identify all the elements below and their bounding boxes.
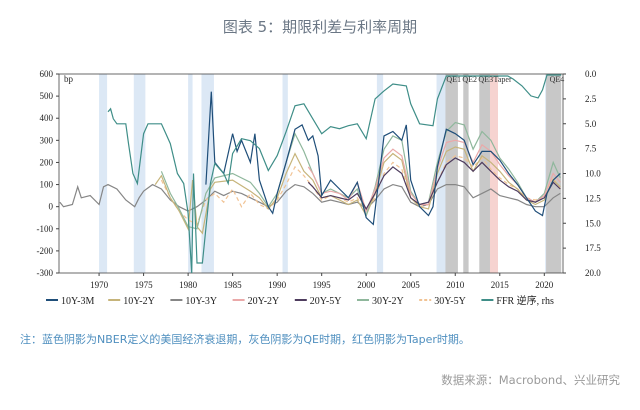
recession-shade xyxy=(99,74,108,273)
series-line-10y-2y xyxy=(154,146,561,235)
shade-label: QE1 xyxy=(446,75,461,84)
x-tick-label: 1980 xyxy=(179,280,198,290)
legend-label: 10Y-3Y xyxy=(185,296,217,307)
shade-label: QE3 xyxy=(478,75,493,84)
x-tick-label: 2015 xyxy=(491,280,510,290)
recession-shade xyxy=(188,74,193,273)
legend-label: 10Y-3M xyxy=(61,296,94,307)
qe-shade xyxy=(479,74,490,273)
y-tick-label: 0 xyxy=(49,202,54,212)
chart-title: 图表 5：期限利差与利率周期 xyxy=(222,18,418,36)
y-tick-label: 400 xyxy=(40,113,54,123)
qe-shade xyxy=(445,74,458,273)
legend-label: 20Y-5Y xyxy=(310,296,342,307)
series-line-30y-5y xyxy=(160,155,561,226)
y-tick-label: -300 xyxy=(37,268,54,278)
y-tick-label: -200 xyxy=(37,246,54,256)
x-tick-label: 1970 xyxy=(90,280,109,290)
chart: QE1 QE2 QE3 Taper QE4 bp 600 500 400 300 200 100 0 -1… xyxy=(37,69,602,307)
x-tick-label: 1975 xyxy=(135,280,154,290)
x-tick-label: 2005 xyxy=(402,280,421,290)
y2-tick-label: 7.5 xyxy=(585,144,597,154)
y2-tick-label: 20.0 xyxy=(585,268,601,278)
y2-tick-label: 15.0 xyxy=(585,218,601,228)
legend-label: 30Y-2Y xyxy=(372,296,404,307)
legend-label: 20Y-2Y xyxy=(248,296,280,307)
x-tick-label: 2010 xyxy=(446,280,465,290)
x-tick-label: 2020 xyxy=(535,280,554,290)
legend-label: FFR 逆序, rhs xyxy=(496,294,554,307)
x-tick-label: 1990 xyxy=(268,280,287,290)
series-line-20y-5y xyxy=(307,157,561,211)
chart-note: 注：蓝色阴影为NBER定义的美国经济衰退期，灰色阴影为QE时期，红色阴影为Tap… xyxy=(20,333,470,346)
y-axis-label: bp xyxy=(64,74,74,84)
y2-tick-label: 12.5 xyxy=(585,193,601,203)
series-line-10y-3y xyxy=(59,183,561,212)
taper-shade xyxy=(489,74,498,273)
series-line-10y-3m xyxy=(205,91,561,226)
qe-shade xyxy=(463,74,469,273)
series-line-ffr xyxy=(107,74,562,274)
x-tick-label: 1985 xyxy=(224,280,243,290)
y2-tick-label: 2.5 xyxy=(585,94,597,104)
y2-tick-label: 5.0 xyxy=(585,119,597,129)
y-tick-label: 500 xyxy=(40,91,54,101)
recession-shade xyxy=(133,74,146,273)
x-tick-label: 1995 xyxy=(313,280,332,290)
y-tick-label: 300 xyxy=(40,135,54,145)
y-tick-label: -100 xyxy=(37,224,54,234)
x-tick-label: 2000 xyxy=(357,280,376,290)
y2-tick-label: 0.0 xyxy=(585,69,597,79)
y2-tick-label: 17.5 xyxy=(585,243,601,253)
legend-label: 30Y-5Y xyxy=(434,296,466,307)
y2-tick-label: 10.0 xyxy=(585,169,601,179)
data-source: 数据来源：Macrobond、兴业研究 xyxy=(441,373,620,387)
y-tick-label: 600 xyxy=(40,69,54,79)
shade-label: QE2 xyxy=(462,75,477,84)
series-line-30y-2y xyxy=(160,121,561,230)
y-tick-label: 100 xyxy=(40,180,54,190)
y-tick-label: 200 xyxy=(40,157,54,167)
shade-label: QE4 xyxy=(550,75,565,84)
recession-shade xyxy=(282,74,288,273)
legend-label: 10Y-2Y xyxy=(123,296,155,307)
shade-label: Taper xyxy=(494,75,512,84)
